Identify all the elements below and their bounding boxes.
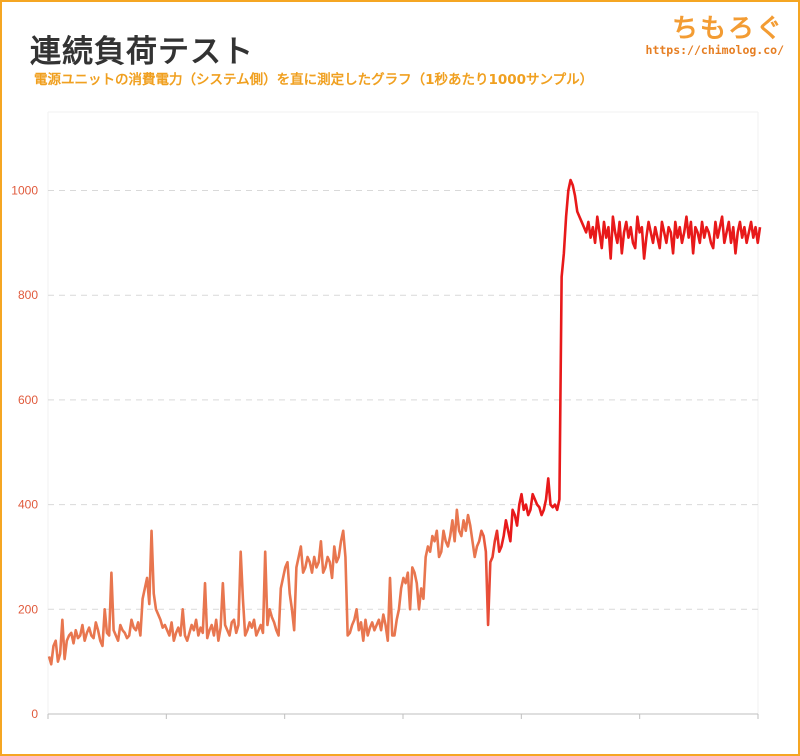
y-tick-label: 400: [18, 498, 38, 512]
y-tick-label: 1000: [11, 184, 38, 198]
power-consumption-line: [47, 178, 762, 666]
x-axis-ticks: [47, 714, 759, 719]
chart-title: 連続負荷テスト: [30, 34, 254, 70]
logo-url: https://chimolog.co/: [645, 43, 784, 57]
site-logo: ちもろぐ https://chimolog.co/: [646, 8, 784, 57]
y-axis-tick-labels: 0 200 400 600 800 1000: [11, 184, 38, 721]
grid-lines: [48, 190, 758, 610]
y-tick-label: 800: [18, 288, 38, 302]
y-tick-label: 0: [31, 707, 38, 721]
logo-text: ちもろぐ: [671, 14, 784, 44]
chart-subtitle: 電源ユニットの消費電力（システム側）を直に測定したグラフ（1秒あたり1000サン…: [34, 72, 594, 88]
y-tick-label: 600: [18, 393, 38, 407]
y-tick-label: 200: [18, 602, 38, 616]
